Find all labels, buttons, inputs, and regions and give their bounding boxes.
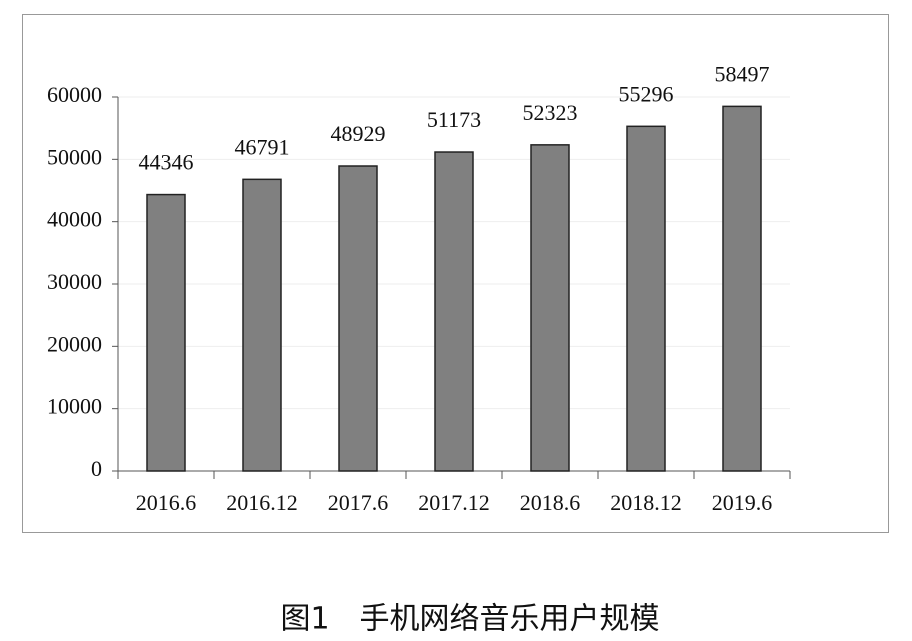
y-tick-label: 0 — [91, 456, 102, 481]
value-label: 44346 — [139, 150, 194, 175]
x-tick-label: 2017.6 — [328, 490, 389, 515]
bar — [338, 165, 378, 472]
bar — [146, 193, 186, 472]
value-label: 58497 — [715, 61, 770, 86]
x-tick-label: 2018.6 — [520, 490, 581, 515]
bar — [434, 151, 474, 472]
value-label: 51173 — [427, 107, 481, 132]
y-tick-label: 10000 — [47, 394, 102, 419]
y-tick-label: 50000 — [47, 144, 102, 169]
value-label: 48929 — [331, 121, 386, 146]
x-tick-label: 2017.12 — [418, 490, 490, 515]
x-tick-label: 2016.6 — [136, 490, 197, 515]
y-tick-label: 30000 — [47, 269, 102, 294]
value-label: 55296 — [619, 81, 674, 106]
value-label: 46791 — [235, 134, 290, 159]
y-tick-label: 60000 — [47, 82, 102, 107]
bar — [242, 178, 282, 472]
x-tick-label: 2016.12 — [226, 490, 298, 515]
bar — [530, 144, 570, 472]
x-tick-label: 2019.6 — [712, 490, 773, 515]
value-label: 52323 — [523, 100, 578, 125]
bar — [722, 105, 762, 472]
x-tick-label: 2018.12 — [610, 490, 682, 515]
chart-caption: 图1 手机网络音乐用户规模 — [280, 602, 659, 637]
y-tick-label: 20000 — [47, 331, 102, 356]
bar — [626, 125, 666, 472]
y-tick-label: 40000 — [47, 207, 102, 232]
chart-frame — [22, 14, 889, 533]
